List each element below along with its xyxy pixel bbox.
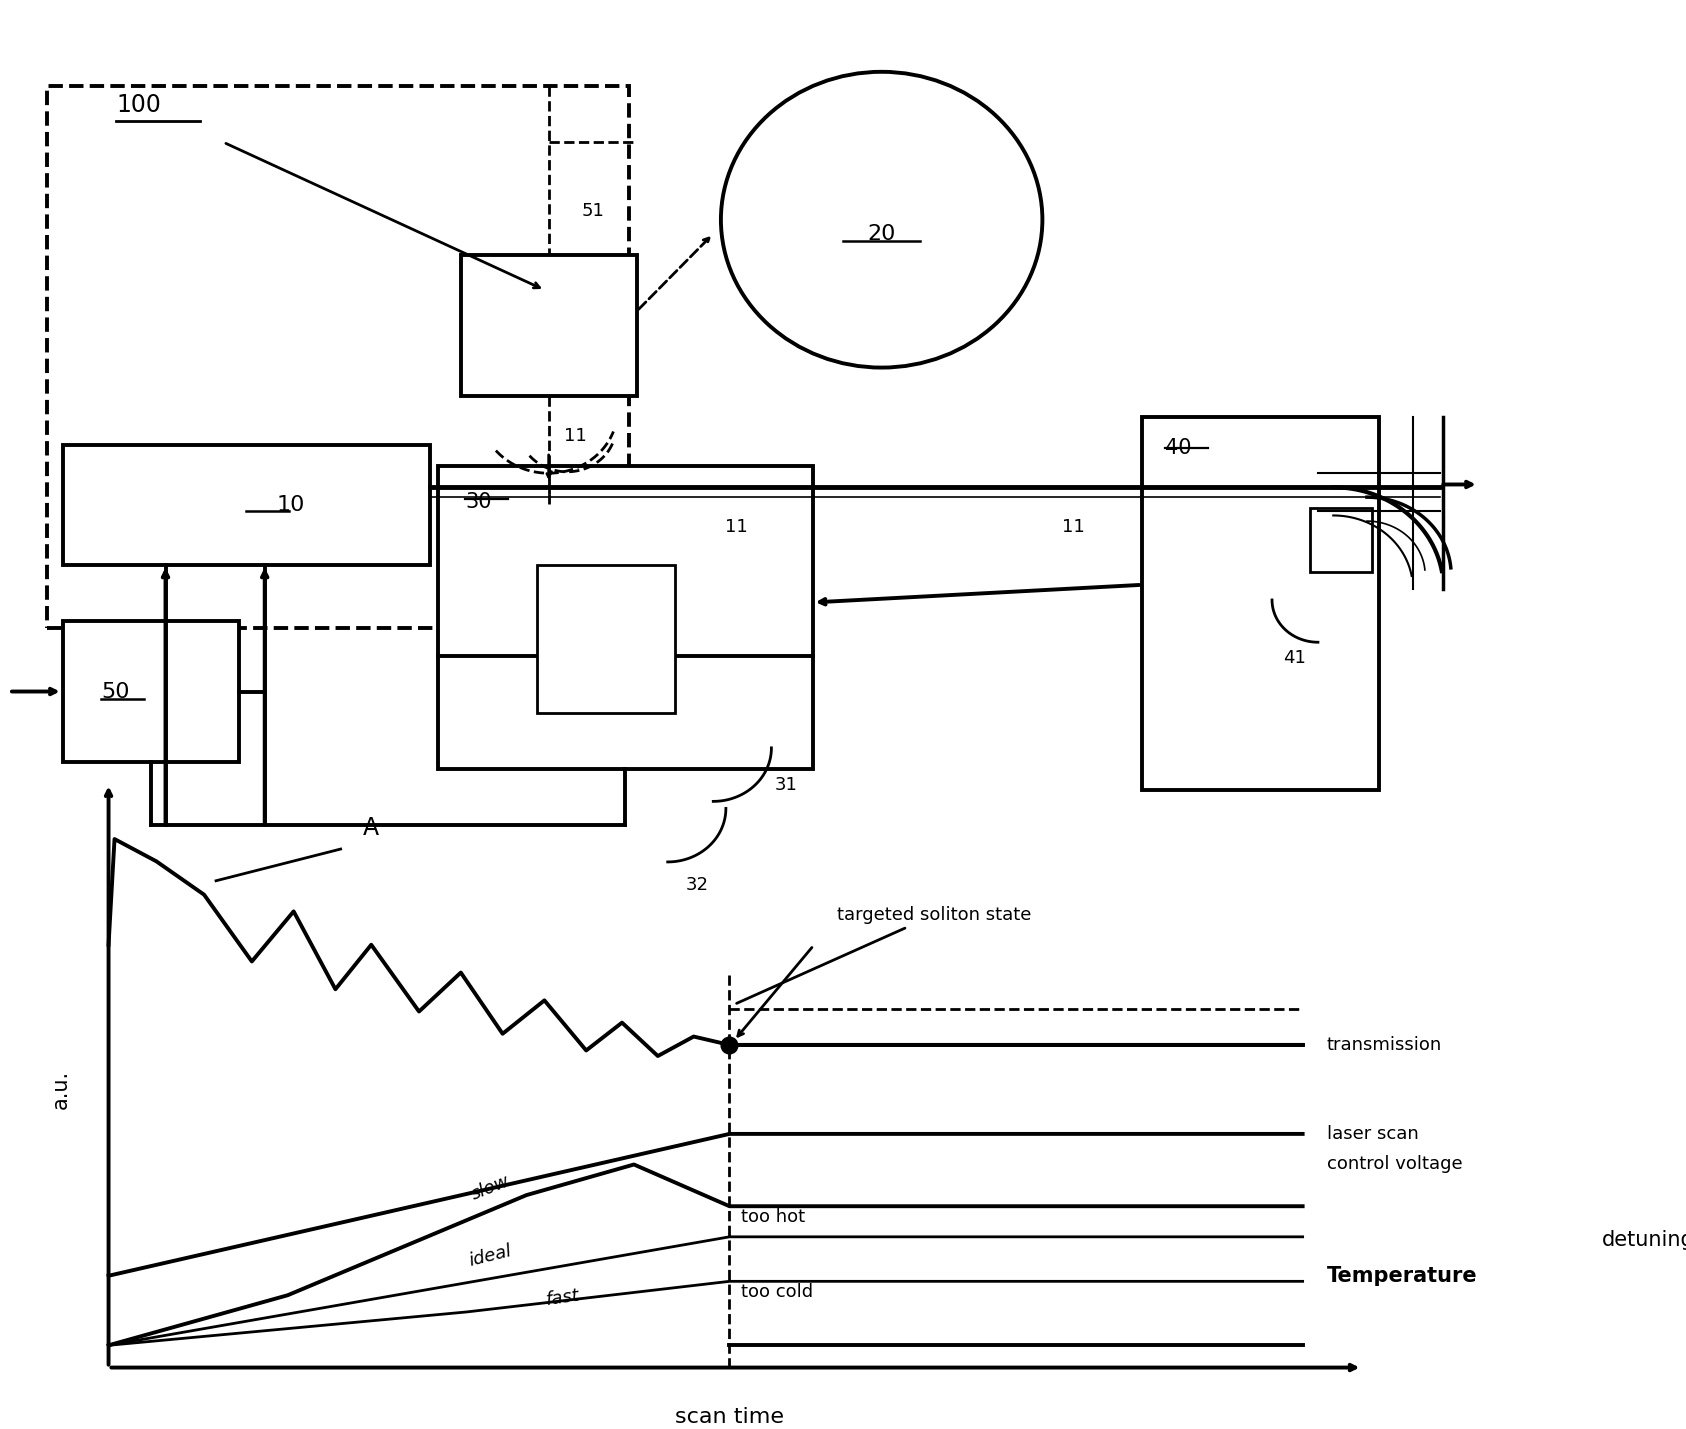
Bar bbox=[438, 466, 813, 769]
Bar bbox=[62, 622, 239, 762]
Text: 100: 100 bbox=[116, 93, 162, 117]
Text: slow: slow bbox=[469, 1172, 513, 1203]
Text: 50: 50 bbox=[101, 682, 130, 702]
Text: too hot: too hot bbox=[742, 1209, 806, 1226]
Text: scan time: scan time bbox=[674, 1408, 784, 1428]
Bar bbox=[62, 444, 430, 564]
Text: too cold: too cold bbox=[742, 1283, 814, 1302]
Text: 11: 11 bbox=[565, 427, 587, 444]
Text: 32: 32 bbox=[685, 876, 708, 895]
Text: Temperature: Temperature bbox=[1327, 1266, 1477, 1286]
Text: targeted soliton state: targeted soliton state bbox=[737, 906, 1032, 1003]
Bar bbox=[538, 564, 674, 713]
Text: 40: 40 bbox=[1165, 439, 1192, 459]
Text: 31: 31 bbox=[774, 776, 797, 795]
Text: control voltage: control voltage bbox=[1327, 1156, 1462, 1173]
Text: 41: 41 bbox=[1283, 649, 1307, 667]
Text: transmission: transmission bbox=[1327, 1036, 1442, 1055]
Text: 10: 10 bbox=[277, 494, 305, 514]
Text: detuning: detuning bbox=[1602, 1229, 1686, 1249]
Bar bbox=[1310, 509, 1371, 572]
Text: a.u.: a.u. bbox=[51, 1070, 71, 1109]
Text: laser scan: laser scan bbox=[1327, 1125, 1418, 1143]
Text: 11: 11 bbox=[1062, 519, 1084, 536]
Text: fast: fast bbox=[545, 1286, 580, 1309]
Text: ideal: ideal bbox=[467, 1242, 514, 1270]
Bar bbox=[460, 254, 637, 396]
Text: 51: 51 bbox=[582, 201, 604, 220]
Text: 20: 20 bbox=[868, 224, 895, 244]
Text: 30: 30 bbox=[465, 492, 492, 512]
Bar bbox=[47, 86, 629, 629]
Text: A: A bbox=[362, 816, 379, 840]
Text: 11: 11 bbox=[725, 519, 747, 536]
Bar bbox=[1141, 417, 1379, 790]
